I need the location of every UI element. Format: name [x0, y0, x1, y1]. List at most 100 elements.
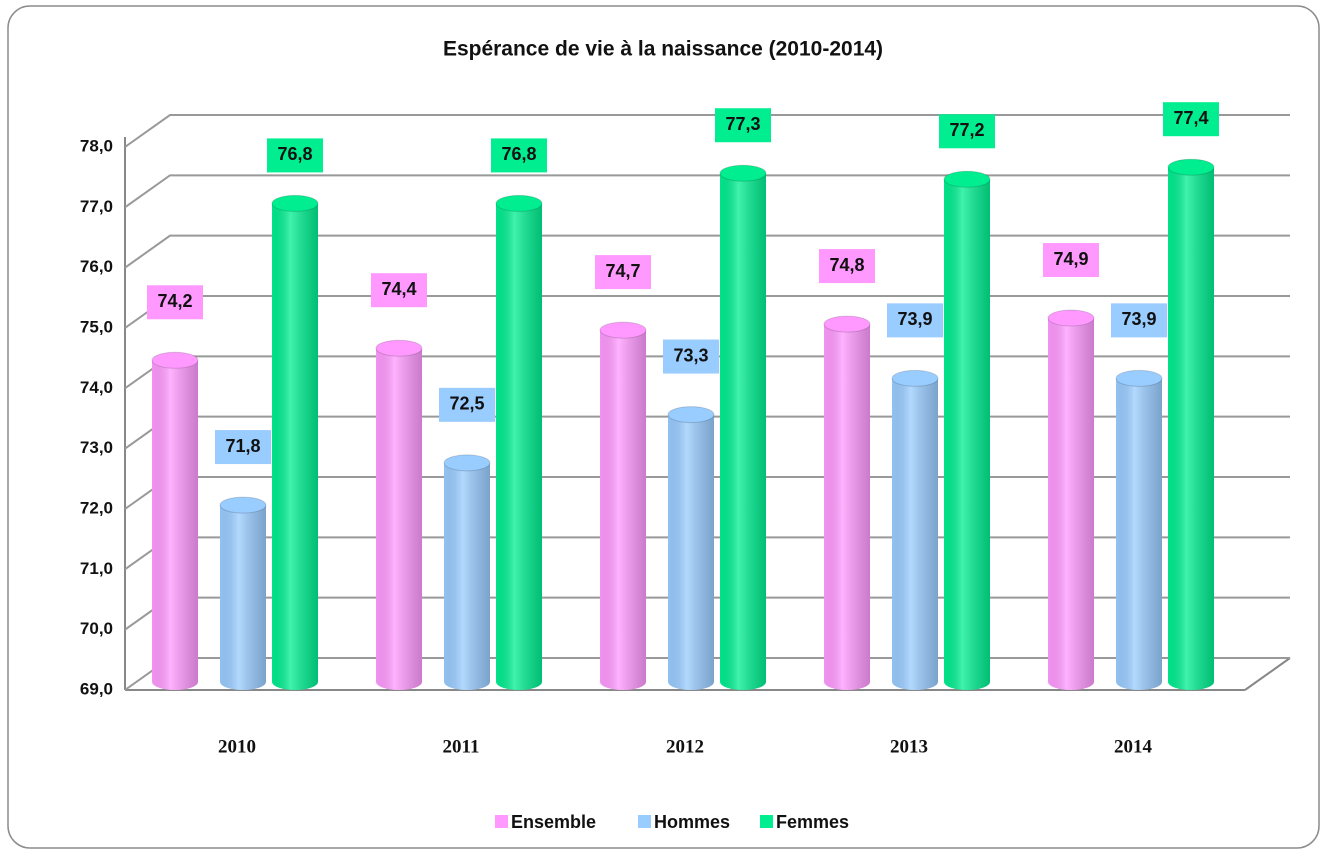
bar-top	[943, 170, 991, 188]
data-label: 77,3	[725, 114, 760, 134]
bar	[667, 406, 715, 690]
bar	[219, 496, 267, 690]
chart-title: Espérance de vie à la naissance (2010-20…	[443, 38, 883, 61]
bar	[719, 164, 767, 690]
bar-top	[443, 454, 491, 472]
bar	[1047, 309, 1095, 690]
bar-shade	[892, 378, 938, 690]
y-tick-label: 75,0	[80, 317, 113, 336]
bar	[599, 321, 647, 690]
bar-top	[1167, 158, 1215, 176]
bar-top	[1115, 369, 1163, 387]
data-label: 74,2	[157, 291, 192, 311]
data-label: 71,8	[225, 436, 260, 456]
bar-shade	[600, 330, 646, 690]
legend-label: Ensemble	[511, 812, 596, 832]
bar-top	[495, 194, 543, 212]
data-label-box	[1043, 243, 1099, 278]
data-label-box	[663, 339, 719, 374]
data-label-box	[215, 430, 271, 465]
data-label: 76,8	[501, 144, 536, 164]
data-label-box	[1163, 102, 1219, 137]
data-label: 77,2	[949, 120, 984, 140]
legend-label: Femmes	[776, 812, 849, 832]
legend-label: Hommes	[654, 812, 730, 832]
bar	[443, 454, 491, 690]
bar-shade	[220, 505, 266, 690]
data-label-box	[491, 138, 547, 173]
data-label: 73,9	[1121, 309, 1156, 329]
x-tick-label: 2012	[666, 736, 704, 757]
data-label: 74,4	[381, 279, 416, 299]
data-label-box	[1111, 303, 1167, 338]
legend-swatch	[638, 815, 651, 828]
bar-shade	[272, 203, 318, 690]
bar-shade	[824, 324, 870, 690]
data-label: 74,9	[1053, 249, 1088, 269]
bar-shade	[376, 348, 422, 690]
y-tick-label: 73,0	[80, 438, 113, 457]
data-label: 76,8	[277, 144, 312, 164]
data-label-box	[439, 387, 495, 422]
data-label: 73,9	[897, 309, 932, 329]
bar-shade	[1116, 378, 1162, 690]
data-label-box	[371, 273, 427, 308]
legend-swatch	[760, 815, 773, 828]
bar-shade	[496, 203, 542, 690]
bar	[1167, 158, 1215, 690]
grid-line	[124, 114, 1290, 148]
bar	[823, 315, 871, 690]
bar-shade	[720, 173, 766, 690]
y-tick-label: 69,0	[80, 679, 113, 698]
bar	[375, 339, 423, 690]
data-label: 74,8	[829, 255, 864, 275]
bar-top	[599, 321, 647, 339]
bar-top	[1047, 309, 1095, 327]
bar-top	[823, 315, 871, 333]
bar-top	[891, 369, 939, 387]
plot: 69,0 70,0 71,0 72,0 73,0 74,0 75,0 76,0 77,0 78,0…	[80, 102, 1291, 757]
data-label-box	[715, 108, 771, 143]
data-label-box	[267, 138, 323, 173]
grid-line	[124, 174, 1290, 209]
data-label: 73,3	[673, 345, 708, 365]
chart-frame	[7, 5, 1320, 849]
x-tick-label: 2013	[890, 736, 928, 757]
bar-shade	[668, 414, 714, 690]
bar	[943, 170, 991, 690]
y-tick-label: 77,0	[80, 197, 113, 216]
x-tick-label: 2014	[1114, 736, 1153, 757]
y-tick-label: 74,0	[80, 378, 113, 397]
bar-top	[719, 164, 767, 182]
bar-shade	[1168, 167, 1214, 690]
bar	[1115, 369, 1163, 690]
floor-line	[1244, 657, 1291, 691]
data-label-box	[819, 249, 875, 284]
data-label-box	[887, 303, 943, 338]
data-label: 77,4	[1173, 108, 1208, 128]
bar	[151, 351, 199, 690]
x-tick-label: 2011	[443, 736, 480, 757]
y-tick-label: 76,0	[80, 257, 113, 276]
bar	[271, 194, 319, 690]
data-label: 74,7	[605, 261, 640, 281]
data-label: 72,5	[449, 394, 484, 414]
y-tick-label: 72,0	[80, 498, 113, 517]
y-tick-label: 71,0	[80, 559, 113, 578]
bar-top	[375, 339, 423, 357]
bar-shade	[444, 462, 490, 690]
grid-line	[124, 234, 1290, 269]
data-label-box	[939, 114, 995, 149]
bar-top	[151, 351, 199, 369]
y-tick-label: 78,0	[80, 136, 113, 155]
bar	[891, 369, 939, 690]
bar-shade	[1048, 318, 1094, 690]
y-tick-label: 70,0	[80, 619, 113, 638]
bar-shade	[944, 179, 990, 690]
bar-top	[667, 406, 715, 424]
bar-top	[219, 496, 267, 514]
x-tick-label: 2010	[218, 736, 256, 757]
bar-top	[271, 194, 319, 212]
data-label-box	[147, 285, 203, 320]
